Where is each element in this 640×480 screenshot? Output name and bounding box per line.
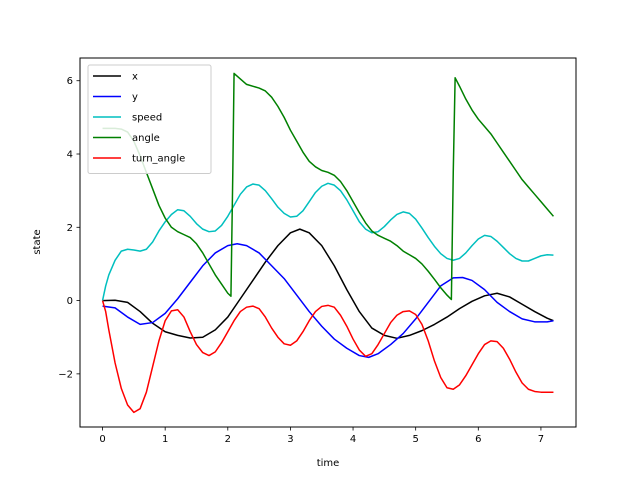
legend-box	[87, 64, 212, 174]
y-tick-label: 0	[67, 296, 73, 307]
y-axis-ticks: −2 0 2 4 6	[58, 76, 80, 380]
x-tick-label: 6	[475, 434, 481, 445]
x-tick-label: 0	[99, 434, 105, 445]
x-tick-label: 5	[412, 434, 418, 445]
y-tick-label: 6	[67, 76, 73, 87]
x-tick-label: 2	[225, 434, 231, 445]
x-axis-ticks: 0 1 2 3 4 5 6 7	[99, 427, 544, 445]
legend-label-y: y	[132, 92, 138, 103]
series-line-turn-angle	[101, 300, 554, 414]
series-layer	[101, 72, 555, 414]
y-tick-label: −2	[58, 369, 73, 380]
legend-label-speed: speed	[132, 113, 162, 124]
legend-label-x: x	[132, 72, 138, 83]
x-tick-label: 1	[162, 434, 168, 445]
series-line-x	[102, 228, 554, 340]
x-tick-label: 4	[350, 434, 356, 445]
y-tick-label: 4	[67, 150, 73, 161]
legend-label-angle: angle	[132, 133, 160, 144]
series-line-angle	[102, 72, 555, 301]
x-axis-label: time	[317, 458, 340, 469]
y-axis-label: state	[32, 229, 43, 254]
y-tick-label: 2	[67, 223, 73, 234]
x-tick-label: 7	[538, 434, 544, 445]
plot-frame	[79, 57, 577, 428]
series-line-speed	[101, 182, 554, 301]
x-tick-label: 3	[287, 434, 293, 445]
legend-label-turn-angle: turn_angle	[132, 154, 185, 165]
legend: xy speed angle turn_angle	[87, 64, 212, 174]
series-line-y	[102, 243, 554, 359]
